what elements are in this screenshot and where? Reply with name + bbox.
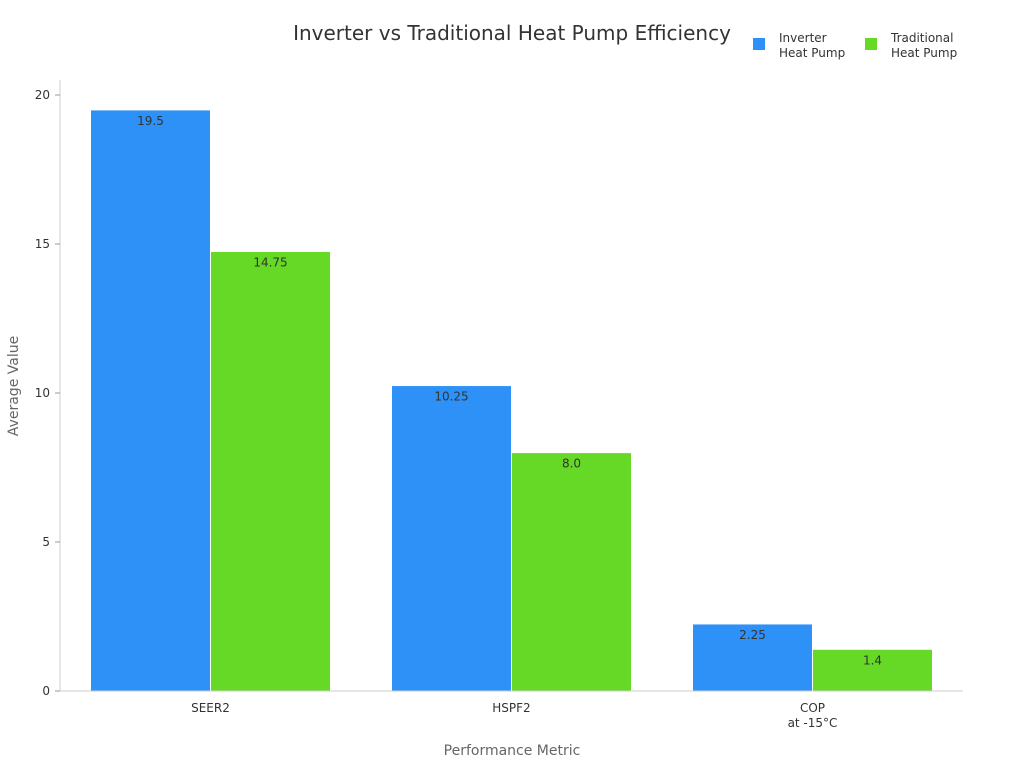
data-label: 2.25 [739, 628, 766, 642]
bar [210, 250, 331, 692]
axes: 0 5 10 15 20 SEER2 HSPF2 COP at -15°C [35, 80, 963, 730]
bar [812, 648, 933, 692]
bar [692, 623, 813, 692]
bar [511, 452, 632, 692]
y-tick-label: 5 [42, 535, 50, 549]
y-axis-label: Average Value [6, 336, 22, 436]
legend: Inverter Heat Pump Traditional Heat Pump [753, 31, 957, 60]
y-tick-label: 0 [42, 684, 50, 698]
y-tick-label: 10 [35, 386, 50, 400]
data-label: 10.25 [434, 390, 468, 404]
data-label: 8.0 [562, 457, 581, 471]
legend-label: Inverter Heat Pump [779, 31, 845, 60]
x-axis-label: Performance Metric [444, 743, 581, 759]
legend-label: Traditional Heat Pump [890, 31, 957, 60]
y-tick-label: 15 [35, 237, 50, 251]
bar [90, 109, 211, 692]
bar [391, 385, 512, 692]
data-label: 1.4 [863, 653, 882, 667]
x-tick-label: COP at -15°C [788, 701, 838, 730]
legend-swatch [753, 38, 765, 50]
x-tick-label: HSPF2 [492, 701, 530, 715]
x-tick-label: SEER2 [191, 701, 230, 715]
y-tick-label: 20 [35, 88, 50, 102]
data-label: 19.5 [137, 114, 164, 128]
bars: 19.5 14.75 10.25 8.0 2.25 1.4 [90, 109, 933, 692]
chart-title: Inverter vs Traditional Heat Pump Effici… [293, 21, 731, 45]
legend-swatch [865, 38, 877, 50]
data-label: 14.75 [253, 255, 287, 269]
